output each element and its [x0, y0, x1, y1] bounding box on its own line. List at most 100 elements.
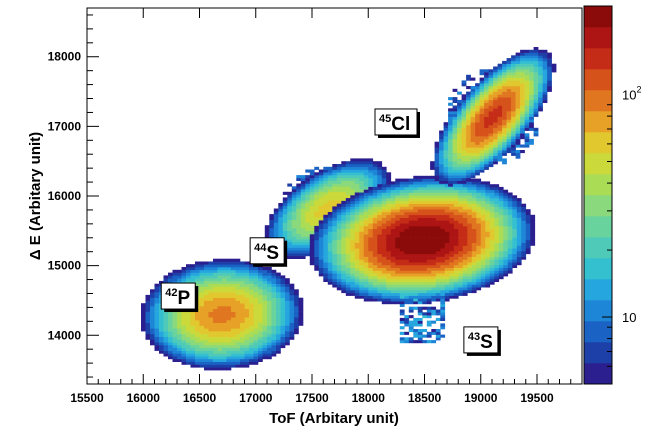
heatmap-cell — [382, 293, 387, 296]
heatmap-cell — [516, 156, 521, 159]
heatmap-cell — [525, 119, 530, 122]
heatmap-cell — [323, 240, 328, 243]
heatmap-cell — [440, 262, 445, 265]
heatmap-cell — [386, 279, 391, 282]
heatmap-cell — [254, 359, 259, 362]
heatmap-cell — [503, 243, 508, 246]
heatmap-cell — [364, 284, 369, 287]
heatmap-cell — [543, 69, 548, 72]
heatmap-cell — [472, 257, 477, 260]
heatmap-cell — [494, 232, 499, 235]
heatmap-cell — [319, 186, 324, 189]
heatmap-cell — [204, 356, 209, 359]
heatmap-cell — [435, 172, 440, 175]
heatmap-cell — [525, 50, 530, 53]
heatmap-cell — [310, 195, 315, 198]
heatmap-cell — [146, 295, 151, 298]
heatmap-cell — [177, 339, 182, 342]
heatmap-cell — [395, 245, 400, 248]
heatmap-cell — [386, 237, 391, 240]
heatmap-cell — [445, 226, 450, 229]
heatmap-cell — [332, 178, 337, 181]
heatmap-cell — [341, 273, 346, 276]
heatmap-cell — [499, 273, 504, 276]
heatmap-cell — [404, 218, 409, 221]
heatmap-cell — [323, 181, 328, 184]
heatmap-cell — [475, 92, 480, 95]
heatmap-cell — [395, 257, 400, 260]
heatmap-cell — [529, 89, 534, 92]
heatmap-cell — [368, 158, 373, 161]
heatmap-cell — [213, 362, 218, 365]
heatmap-cell — [476, 206, 481, 209]
heatmap-cell — [448, 125, 453, 128]
heatmap-cell — [449, 284, 454, 287]
heatmap-cell — [368, 293, 373, 296]
heatmap-cell — [227, 309, 232, 312]
heatmap-cell — [418, 190, 423, 193]
heatmap-cell — [301, 236, 306, 239]
heatmap-cell — [498, 67, 503, 70]
heatmap-cell — [386, 271, 391, 274]
heatmap-cell — [494, 240, 499, 243]
heatmap-cell — [526, 229, 531, 232]
heatmap-cell — [481, 282, 486, 285]
heatmap-cell — [254, 289, 259, 292]
heatmap-cell — [146, 320, 151, 323]
heatmap-cell — [240, 273, 245, 276]
heatmap-cell — [350, 257, 355, 260]
heatmap-cell — [290, 331, 295, 334]
heatmap-cell — [494, 212, 499, 215]
heatmap-cell — [525, 64, 530, 67]
heatmap-cell — [481, 279, 486, 282]
heatmap-cell — [332, 284, 337, 287]
heatmap-cell — [294, 331, 299, 334]
heatmap-cell — [267, 342, 272, 345]
heatmap-cell — [503, 195, 508, 198]
heatmap-cell — [287, 209, 292, 212]
heatmap-cell — [346, 229, 351, 232]
heatmap-cell — [534, 47, 539, 50]
heatmap-cell — [391, 298, 396, 301]
heatmap-cell — [364, 254, 369, 257]
heatmap-cell — [476, 259, 481, 262]
heatmap-cell — [395, 190, 400, 193]
heatmap-cell — [400, 312, 405, 315]
heatmap-cell — [413, 329, 418, 332]
heatmap-cell — [525, 136, 530, 139]
heatmap-cell — [489, 106, 494, 109]
heatmap-cell — [287, 245, 292, 248]
heatmap-cell — [463, 259, 468, 262]
heatmap-cell — [543, 53, 548, 56]
heatmap-cell — [182, 278, 187, 281]
heatmap-cell — [386, 204, 391, 207]
heatmap-cell — [272, 326, 277, 329]
heatmap-cell — [191, 334, 196, 337]
heatmap-cell — [231, 317, 236, 320]
heatmap-cell — [454, 198, 459, 201]
heatmap-cell — [377, 175, 382, 178]
heatmap-cell — [463, 232, 468, 235]
heatmap-cell — [209, 323, 214, 326]
heatmap-cell — [436, 318, 441, 321]
heatmap-cell — [319, 192, 324, 195]
heatmap-cell — [458, 218, 463, 221]
heatmap-cell — [301, 256, 306, 259]
heatmap-cell — [520, 103, 525, 106]
heatmap-cell — [337, 282, 342, 285]
heatmap-cell — [448, 111, 453, 114]
heatmap-cell — [341, 245, 346, 248]
heatmap-cell — [427, 190, 432, 193]
heatmap-cell — [427, 234, 432, 237]
heatmap-cell — [467, 209, 472, 212]
heatmap-cell — [222, 339, 227, 342]
heatmap-cell — [409, 251, 414, 254]
heatmap-cell — [413, 198, 418, 201]
heatmap-cell — [499, 245, 504, 248]
heatmap-cell — [427, 307, 432, 310]
heatmap-cell — [323, 175, 328, 178]
heatmap-cell — [310, 192, 315, 195]
heatmap-cell — [310, 243, 315, 246]
heatmap-cell — [305, 211, 310, 214]
heatmap-cell — [164, 337, 169, 340]
